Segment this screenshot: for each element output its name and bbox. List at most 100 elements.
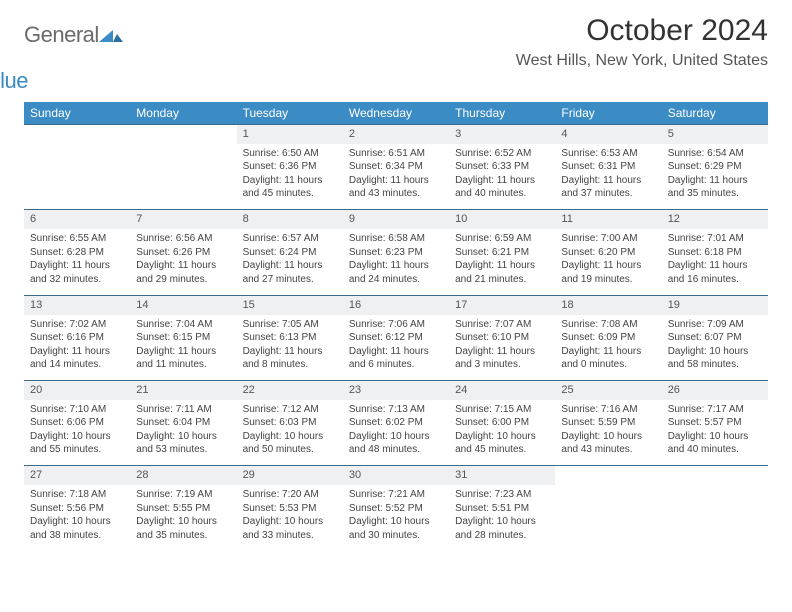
daylight-text: Daylight: 10 hours and 38 minutes. [30, 515, 124, 542]
day-detail-cell: Sunrise: 6:56 AMSunset: 6:26 PMDaylight:… [130, 229, 236, 295]
day-detail-cell: Sunrise: 6:50 AMSunset: 6:36 PMDaylight:… [237, 144, 343, 210]
day-number-cell: 15 [237, 295, 343, 314]
day-detail-cell [662, 485, 768, 551]
sunset-text: Sunset: 6:07 PM [668, 331, 762, 345]
daylight-text: Daylight: 11 hours and 11 minutes. [136, 345, 230, 372]
daylight-text: Daylight: 10 hours and 58 minutes. [668, 345, 762, 372]
sunset-text: Sunset: 6:28 PM [30, 246, 124, 260]
day-detail-cell: Sunrise: 7:00 AMSunset: 6:20 PMDaylight:… [555, 229, 661, 295]
sunrise-text: Sunrise: 7:09 AM [668, 318, 762, 332]
day-detail-cell: Sunrise: 6:52 AMSunset: 6:33 PMDaylight:… [449, 144, 555, 210]
day-number-cell: 28 [130, 466, 236, 485]
day-detail-cell: Sunrise: 6:53 AMSunset: 6:31 PMDaylight:… [555, 144, 661, 210]
weekday-header: Friday [555, 102, 661, 125]
daylight-text: Daylight: 11 hours and 29 minutes. [136, 259, 230, 286]
day-detail-cell [130, 144, 236, 210]
sunset-text: Sunset: 6:23 PM [349, 246, 443, 260]
day-number-cell: 25 [555, 381, 661, 400]
sunrise-text: Sunrise: 6:53 AM [561, 147, 655, 161]
calendar-page: General Blue October 2024 West Hills, Ne… [0, 0, 792, 551]
daylight-text: Daylight: 11 hours and 40 minutes. [455, 174, 549, 201]
day-number-cell: 10 [449, 210, 555, 229]
day-number-cell: 27 [24, 466, 130, 485]
day-number-cell: 1 [237, 125, 343, 144]
sunset-text: Sunset: 6:31 PM [561, 160, 655, 174]
sunrise-text: Sunrise: 7:23 AM [455, 488, 549, 502]
day-detail-cell: Sunrise: 7:20 AMSunset: 5:53 PMDaylight:… [237, 485, 343, 551]
brand-logo: General Blue [24, 14, 123, 94]
day-number-cell: 16 [343, 295, 449, 314]
sunrise-text: Sunrise: 7:12 AM [243, 403, 337, 417]
day-detail-cell: Sunrise: 7:23 AMSunset: 5:51 PMDaylight:… [449, 485, 555, 551]
sunrise-text: Sunrise: 7:13 AM [349, 403, 443, 417]
sunset-text: Sunset: 5:53 PM [243, 502, 337, 516]
day-detail-cell: Sunrise: 7:06 AMSunset: 6:12 PMDaylight:… [343, 315, 449, 381]
daylight-text: Daylight: 10 hours and 40 minutes. [668, 430, 762, 457]
detail-row: Sunrise: 7:02 AMSunset: 6:16 PMDaylight:… [24, 315, 768, 381]
sunrise-text: Sunrise: 7:02 AM [30, 318, 124, 332]
sunset-text: Sunset: 6:06 PM [30, 416, 124, 430]
day-detail-cell: Sunrise: 7:09 AMSunset: 6:07 PMDaylight:… [662, 315, 768, 381]
day-number-cell: 5 [662, 125, 768, 144]
day-number-cell: 11 [555, 210, 661, 229]
daylight-text: Daylight: 10 hours and 53 minutes. [136, 430, 230, 457]
sunset-text: Sunset: 6:15 PM [136, 331, 230, 345]
daylight-text: Daylight: 11 hours and 32 minutes. [30, 259, 124, 286]
day-detail-cell: Sunrise: 6:57 AMSunset: 6:24 PMDaylight:… [237, 229, 343, 295]
daylight-text: Daylight: 11 hours and 16 minutes. [668, 259, 762, 286]
daylight-text: Daylight: 11 hours and 24 minutes. [349, 259, 443, 286]
calendar-header: SundayMondayTuesdayWednesdayThursdayFrid… [24, 102, 768, 125]
sunset-text: Sunset: 6:24 PM [243, 246, 337, 260]
sunrise-text: Sunrise: 7:20 AM [243, 488, 337, 502]
day-number-cell: 18 [555, 295, 661, 314]
day-detail-cell: Sunrise: 7:11 AMSunset: 6:04 PMDaylight:… [130, 400, 236, 466]
daylight-text: Daylight: 10 hours and 45 minutes. [455, 430, 549, 457]
sunset-text: Sunset: 6:02 PM [349, 416, 443, 430]
day-detail-cell: Sunrise: 7:07 AMSunset: 6:10 PMDaylight:… [449, 315, 555, 381]
day-number-cell: 19 [662, 295, 768, 314]
day-detail-cell: Sunrise: 7:18 AMSunset: 5:56 PMDaylight:… [24, 485, 130, 551]
day-number-cell: 13 [24, 295, 130, 314]
daylight-text: Daylight: 11 hours and 14 minutes. [30, 345, 124, 372]
daylight-text: Daylight: 11 hours and 27 minutes. [243, 259, 337, 286]
daylight-text: Daylight: 10 hours and 35 minutes. [136, 515, 230, 542]
day-number-cell: 3 [449, 125, 555, 144]
weekday-header: Sunday [24, 102, 130, 125]
brand-word-1: General [24, 22, 99, 47]
day-number-cell: 24 [449, 381, 555, 400]
day-number-cell: 22 [237, 381, 343, 400]
day-number-cell: 4 [555, 125, 661, 144]
sunset-text: Sunset: 6:29 PM [668, 160, 762, 174]
day-detail-cell: Sunrise: 7:08 AMSunset: 6:09 PMDaylight:… [555, 315, 661, 381]
daylight-text: Daylight: 11 hours and 8 minutes. [243, 345, 337, 372]
sunrise-text: Sunrise: 7:04 AM [136, 318, 230, 332]
sunset-text: Sunset: 6:26 PM [136, 246, 230, 260]
day-number-cell: 14 [130, 295, 236, 314]
detail-row: Sunrise: 6:55 AMSunset: 6:28 PMDaylight:… [24, 229, 768, 295]
weekday-header: Thursday [449, 102, 555, 125]
day-detail-cell: Sunrise: 7:10 AMSunset: 6:06 PMDaylight:… [24, 400, 130, 466]
daylight-text: Daylight: 10 hours and 28 minutes. [455, 515, 549, 542]
sunrise-text: Sunrise: 6:51 AM [349, 147, 443, 161]
day-detail-cell: Sunrise: 7:01 AMSunset: 6:18 PMDaylight:… [662, 229, 768, 295]
daylight-text: Daylight: 11 hours and 21 minutes. [455, 259, 549, 286]
sunset-text: Sunset: 6:33 PM [455, 160, 549, 174]
day-number-cell: 20 [24, 381, 130, 400]
day-number-cell: 9 [343, 210, 449, 229]
sunrise-text: Sunrise: 6:59 AM [455, 232, 549, 246]
daylight-text: Daylight: 10 hours and 30 minutes. [349, 515, 443, 542]
day-detail-cell: Sunrise: 7:04 AMSunset: 6:15 PMDaylight:… [130, 315, 236, 381]
day-number-cell [662, 466, 768, 485]
sunrise-text: Sunrise: 7:15 AM [455, 403, 549, 417]
sunrise-text: Sunrise: 7:11 AM [136, 403, 230, 417]
title-block: October 2024 West Hills, New York, Unite… [516, 14, 768, 70]
day-number-cell [555, 466, 661, 485]
daynum-row: 6789101112 [24, 210, 768, 229]
day-detail-cell: Sunrise: 7:02 AMSunset: 6:16 PMDaylight:… [24, 315, 130, 381]
day-number-cell: 29 [237, 466, 343, 485]
day-number-cell: 8 [237, 210, 343, 229]
day-detail-cell [24, 144, 130, 210]
sunset-text: Sunset: 6:10 PM [455, 331, 549, 345]
sunrise-text: Sunrise: 6:55 AM [30, 232, 124, 246]
daylight-text: Daylight: 10 hours and 50 minutes. [243, 430, 337, 457]
